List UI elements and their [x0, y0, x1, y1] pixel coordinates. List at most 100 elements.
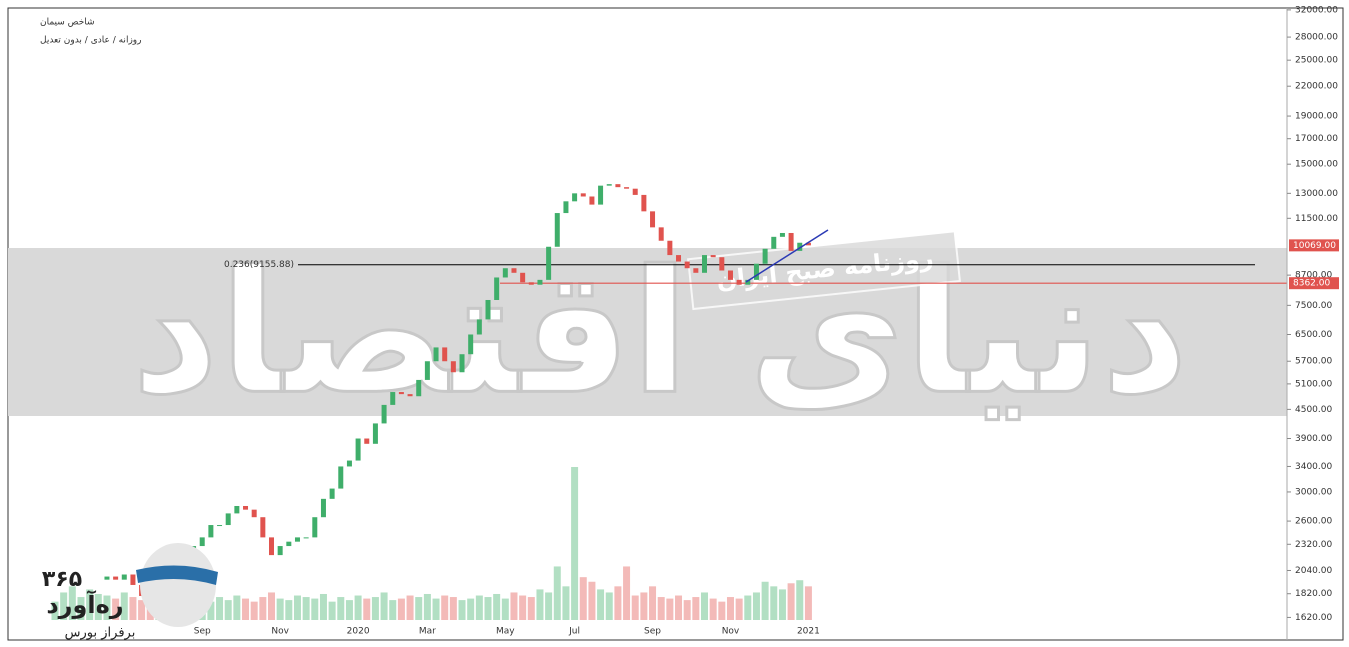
candle-body [390, 392, 396, 405]
x-tick-label: 2020 [347, 627, 370, 637]
y-tick-label: 17000.00 [1295, 134, 1338, 144]
candle-body [217, 525, 223, 527]
candle-body [364, 438, 370, 444]
candle-body [398, 392, 404, 395]
y-tick-label: 11500.00 [1295, 214, 1338, 224]
y-tick-label: 3400.00 [1295, 462, 1332, 472]
candle-body [381, 404, 387, 424]
volume-bar [614, 586, 622, 620]
candle-body [234, 505, 240, 514]
y-tick-label: 3000.00 [1295, 487, 1332, 497]
candle-body [554, 213, 560, 247]
candle-body [468, 334, 474, 355]
y-tick-label: 2600.00 [1295, 517, 1332, 527]
y-tick-label: 13000.00 [1295, 189, 1338, 199]
volume-bar [553, 566, 561, 620]
volume-bar [68, 586, 76, 620]
volume-bar [588, 581, 596, 620]
candle-body [572, 193, 578, 202]
volume-bar [345, 600, 353, 620]
volume-bar [787, 583, 795, 620]
volume-bar [709, 598, 717, 620]
volume-bar [467, 598, 475, 620]
candle-body [208, 525, 214, 538]
volume-bar [224, 600, 232, 620]
volume-bar [423, 593, 431, 620]
x-tick-label: Sep [644, 627, 661, 637]
logo: ۳۶۵ ره‌آورد برفراز بورس [42, 543, 218, 641]
volume-bar [484, 597, 492, 620]
candle-body [788, 232, 794, 251]
candle-body [667, 240, 673, 256]
y-tick-label: 4500.00 [1295, 405, 1332, 415]
candle-body [303, 537, 309, 539]
y-tick-label: 19000.00 [1295, 112, 1338, 122]
volume-bar [354, 595, 362, 620]
chart-subtitle: روزانه / عادی / بدون تعدیل [40, 36, 141, 46]
y-tick-label: 8700.00 [1295, 271, 1332, 281]
volume-bar [380, 592, 388, 620]
volume-bar [94, 593, 102, 620]
candle-body [771, 236, 777, 249]
candle-body [251, 509, 257, 518]
volume-bar [207, 601, 215, 620]
y-tick-label: 5100.00 [1295, 379, 1332, 389]
volume-bar [527, 597, 535, 620]
volume-bar [752, 592, 760, 620]
volume-bar [77, 597, 85, 620]
candle-body [702, 255, 707, 273]
logo-name: ره‌آورد [46, 590, 123, 619]
y-tick-label: 15000.00 [1295, 160, 1338, 170]
candle-body [476, 319, 482, 335]
volume-bar [761, 581, 769, 620]
y-tick-label: 1820.00 [1295, 589, 1332, 599]
volume-bar [293, 595, 301, 620]
volume-bar [623, 566, 631, 620]
candle-body [416, 379, 422, 397]
volume-bar [268, 592, 275, 620]
candle-body [407, 394, 413, 397]
candle-body [225, 513, 231, 526]
candle-body [615, 184, 621, 188]
candle-body [589, 196, 595, 205]
volume-bar [571, 467, 579, 620]
candle-body [753, 263, 759, 280]
watermark-band [8, 248, 1287, 416]
candle-body [563, 201, 569, 214]
y-tick-label: 32000.00 [1295, 5, 1338, 15]
y-tick-label: 3900.00 [1295, 434, 1332, 444]
candle-body [243, 505, 249, 510]
volume-bar [692, 597, 700, 620]
candle-body [372, 423, 378, 444]
candle-body [537, 279, 543, 285]
volume-bar [683, 600, 691, 620]
candle-body [727, 270, 733, 280]
volume-bar [259, 597, 267, 620]
logo-tagline: برفراز بورس [65, 626, 136, 641]
candle-body [130, 574, 136, 585]
candle-body [580, 193, 586, 197]
x-tick-label: Jul [568, 627, 580, 637]
candle-body [346, 460, 352, 467]
logo-balloon [140, 543, 216, 627]
volume-bar [475, 595, 483, 620]
candle-body [520, 272, 526, 283]
candle-body [546, 246, 552, 280]
volume-bar [631, 595, 639, 620]
candle-body [312, 517, 318, 538]
candle-body [632, 188, 638, 195]
volume-bar [389, 600, 397, 620]
candle-body [745, 279, 751, 285]
volume-bar [397, 598, 405, 620]
watermark: دنیای اقتصاد روزنامه صبح ایران [130, 230, 1190, 434]
candle-body [338, 466, 344, 489]
price-label: 10069.00 [1293, 241, 1336, 251]
y-tick-label: 22000.00 [1295, 82, 1338, 92]
volume-bar [337, 597, 345, 620]
volume-bar [718, 601, 726, 620]
volume-bar [796, 580, 804, 620]
volume-bar [579, 577, 587, 620]
volume-bar [657, 597, 665, 620]
trend-line [745, 229, 829, 283]
price-label-box [1289, 277, 1339, 290]
